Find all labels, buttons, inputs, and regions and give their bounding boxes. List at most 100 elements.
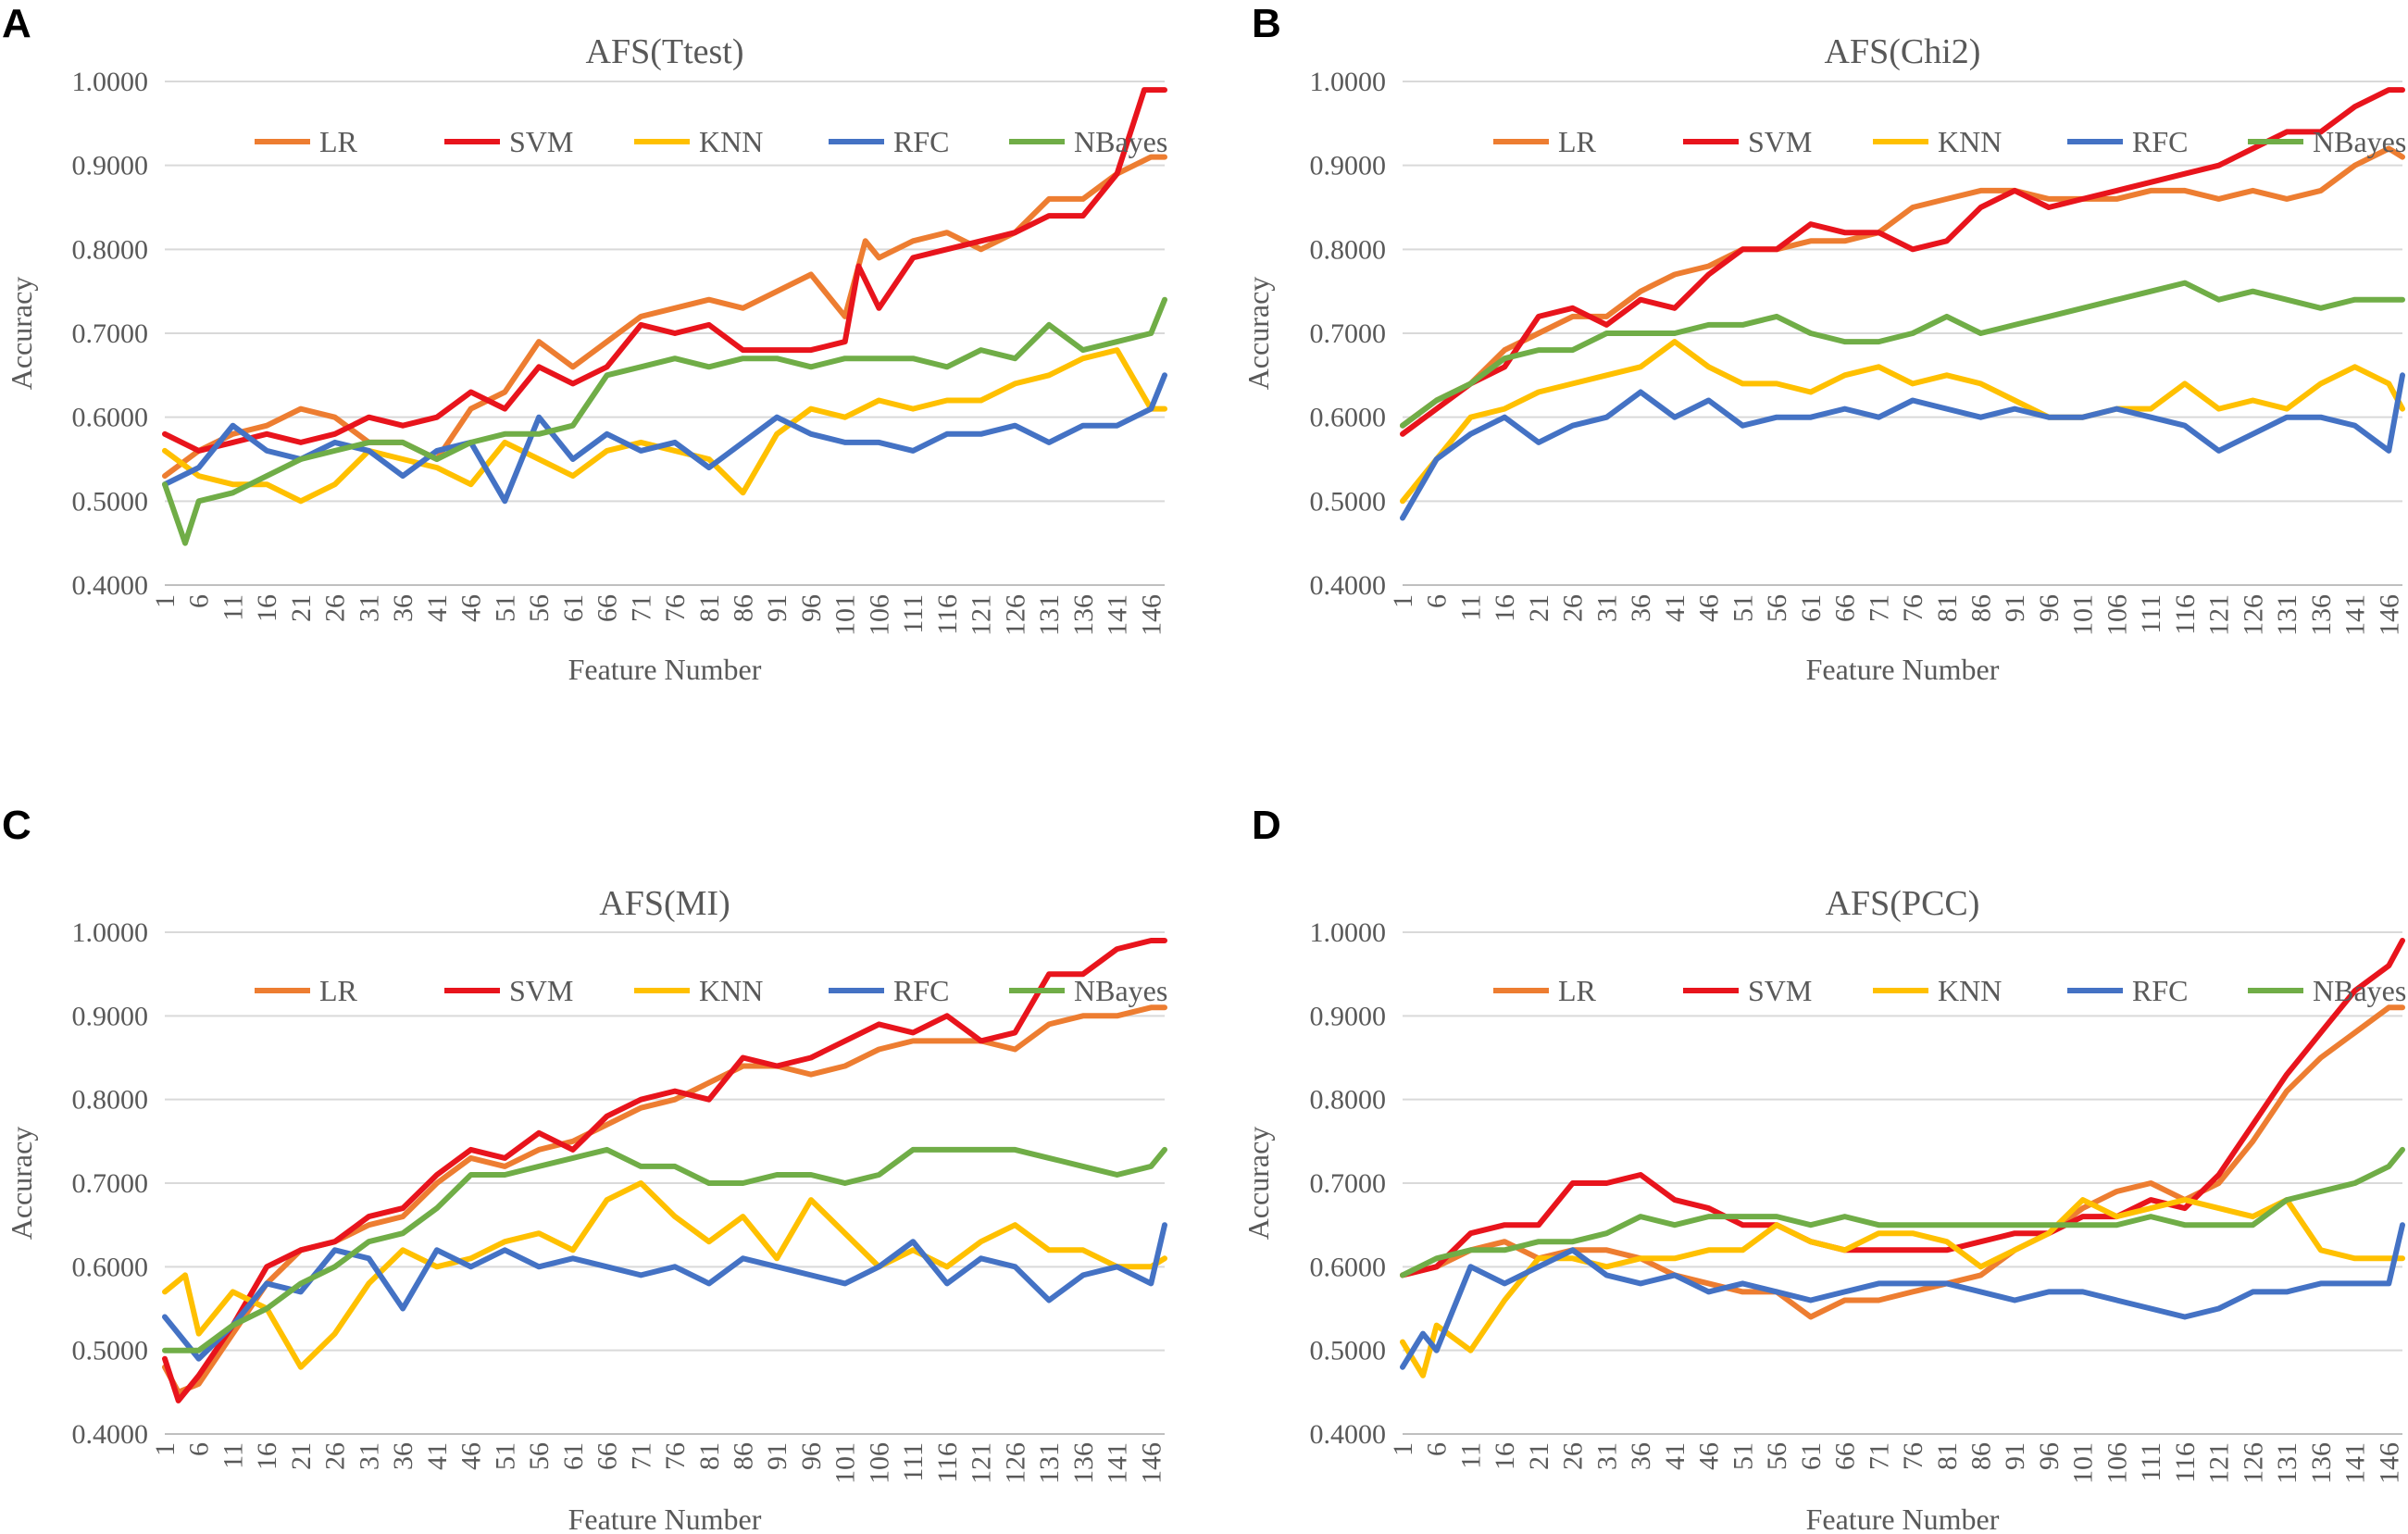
x-tick-label: 51 (1728, 1442, 1758, 1470)
legend-label-nbayes: NBayes (1074, 125, 1167, 158)
legend: LR SVM KNN RFC NBayes (255, 974, 1167, 1007)
x-tick-label: 6 (1422, 1442, 1453, 1456)
legend: LR SVM KNN RFC NBayes (1493, 125, 2406, 158)
legend-label-nbayes: NBayes (2313, 125, 2406, 158)
series-line-svm (1400, 938, 2405, 1278)
x-axis-title: Feature Number (568, 653, 762, 686)
x-tick-label: 51 (490, 1442, 520, 1470)
y-tick-label: 0.5000 (72, 486, 149, 517)
panel-letter: B (1252, 1, 1281, 46)
x-tick-label: 1 (150, 1442, 181, 1456)
x-tick-label: 46 (1694, 594, 1725, 622)
x-tick-label: 141 (2340, 594, 2371, 636)
x-tick-label: 76 (1898, 1442, 1928, 1470)
x-tick-label: 136 (2306, 594, 2337, 636)
x-tick-label: 111 (898, 594, 929, 634)
x-tick-label: 36 (388, 594, 418, 622)
panel-letter: A (2, 1, 31, 46)
y-tick-label: 1.0000 (1310, 917, 1387, 948)
x-tick-label: 71 (626, 594, 656, 622)
series-line-svm (162, 87, 1167, 454)
x-tick-label: 41 (422, 594, 453, 622)
y-tick-label: 0.4000 (1310, 1419, 1387, 1450)
x-tick-label: 121 (2204, 594, 2235, 636)
x-axis-title: Feature Number (568, 1503, 762, 1534)
x-tick-label: 126 (1000, 594, 1030, 636)
series-line-lr (162, 1004, 1167, 1395)
x-tick-label: 56 (1762, 594, 1792, 622)
panel-letter: D (1252, 803, 1281, 848)
x-tick-label: 76 (1898, 594, 1928, 622)
legend-label-knn: KNN (699, 125, 763, 158)
legend: LR SVM KNN RFC NBayes (255, 125, 1167, 158)
x-tick-label: 76 (660, 1442, 691, 1470)
x-tick-label: 126 (2238, 594, 2268, 636)
x-tick-label: 56 (524, 594, 555, 622)
y-tick-label: 0.7000 (1310, 1168, 1387, 1199)
x-tick-label: 11 (218, 594, 248, 621)
x-tick-label: 26 (1558, 594, 1589, 622)
x-tick-label: 66 (593, 1442, 623, 1470)
chart-panel-b: B 0.4000 0.5000 0.6000 0.7000 0.8000 0.9000 1.0… (1241, 1, 2406, 686)
legend-label-lr: LR (319, 974, 358, 1007)
x-tick-label: 66 (1830, 1442, 1861, 1470)
series-line-lr (1400, 1004, 2405, 1320)
x-tick-label: 6 (184, 594, 215, 608)
x-tick-label: 81 (1932, 1442, 1963, 1470)
series-line-lr (1400, 145, 2405, 429)
legend-label-rfc: RFC (893, 125, 949, 158)
series-line-knn (162, 347, 1167, 505)
x-tick-label: 136 (1068, 1442, 1099, 1484)
x-tick-label: 101 (2068, 594, 2099, 636)
legend-label-svm: SVM (509, 974, 573, 1007)
y-tick-label: 0.7000 (72, 318, 149, 349)
x-tick-label: 81 (694, 1442, 725, 1470)
y-tick-label: 0.5000 (72, 1336, 149, 1366)
x-tick-label: 111 (2136, 594, 2166, 634)
x-tick-label: 21 (286, 1442, 317, 1470)
legend-label-knn: KNN (1938, 125, 2002, 158)
x-tick-label: 101 (830, 1442, 861, 1484)
series-line-rfc (162, 1222, 1167, 1362)
x-tick-label: 16 (252, 1442, 282, 1470)
x-tick-label: 141 (2340, 1442, 2371, 1484)
y-tick-label: 0.6000 (1310, 403, 1387, 433)
x-tick-label: 121 (967, 1442, 997, 1484)
x-tick-label: 146 (1136, 1442, 1167, 1484)
legend-label-lr: LR (319, 125, 358, 158)
legend-label-lr: LR (1558, 974, 1597, 1007)
y-tick-label: 1.0000 (72, 917, 149, 948)
x-tick-label: 16 (252, 594, 282, 622)
legend-label-rfc: RFC (2132, 125, 2188, 158)
x-tick-label: 41 (422, 1442, 453, 1470)
x-tick-label: 66 (593, 594, 623, 622)
y-tick-label: 0.7000 (72, 1168, 149, 1199)
series-line-rfc (1400, 372, 2405, 521)
x-tick-label: 136 (2306, 1442, 2337, 1484)
x-tick-label: 116 (2170, 594, 2201, 635)
chart-panel-c: C 0.4000 0.5000 0.6000 0.7000 0.8000 0.9000 1.0… (2, 803, 1167, 1534)
x-tick-label: 26 (320, 594, 351, 622)
y-tick-label: 0.4000 (72, 1419, 149, 1450)
series-line-nbayes (1400, 1146, 2405, 1278)
x-tick-label: 71 (1864, 1442, 1894, 1470)
x-tick-label: 36 (1626, 594, 1656, 622)
chart-title: AFS(Chi2) (1825, 32, 1981, 71)
x-tick-label: 131 (1034, 594, 1065, 636)
x-tick-label: 16 (1490, 594, 1520, 622)
x-tick-label: 36 (388, 1442, 418, 1470)
x-tick-label: 101 (830, 594, 861, 636)
legend-label-nbayes: NBayes (1074, 974, 1167, 1007)
series-line-knn (1400, 1197, 2405, 1378)
x-axis-title: Feature Number (1806, 653, 2000, 686)
legend: LR SVM KNN RFC NBayes (1493, 974, 2406, 1007)
x-tick-label: 21 (286, 594, 317, 622)
x-tick-label: 86 (728, 594, 758, 622)
series-line-svm (1400, 87, 2405, 437)
x-tick-label: 81 (1932, 594, 1963, 622)
x-tick-label: 111 (898, 1442, 929, 1482)
x-tick-label: 146 (1136, 594, 1167, 636)
x-tick-label: 116 (932, 1442, 963, 1483)
y-tick-label: 0.7000 (1310, 318, 1387, 349)
